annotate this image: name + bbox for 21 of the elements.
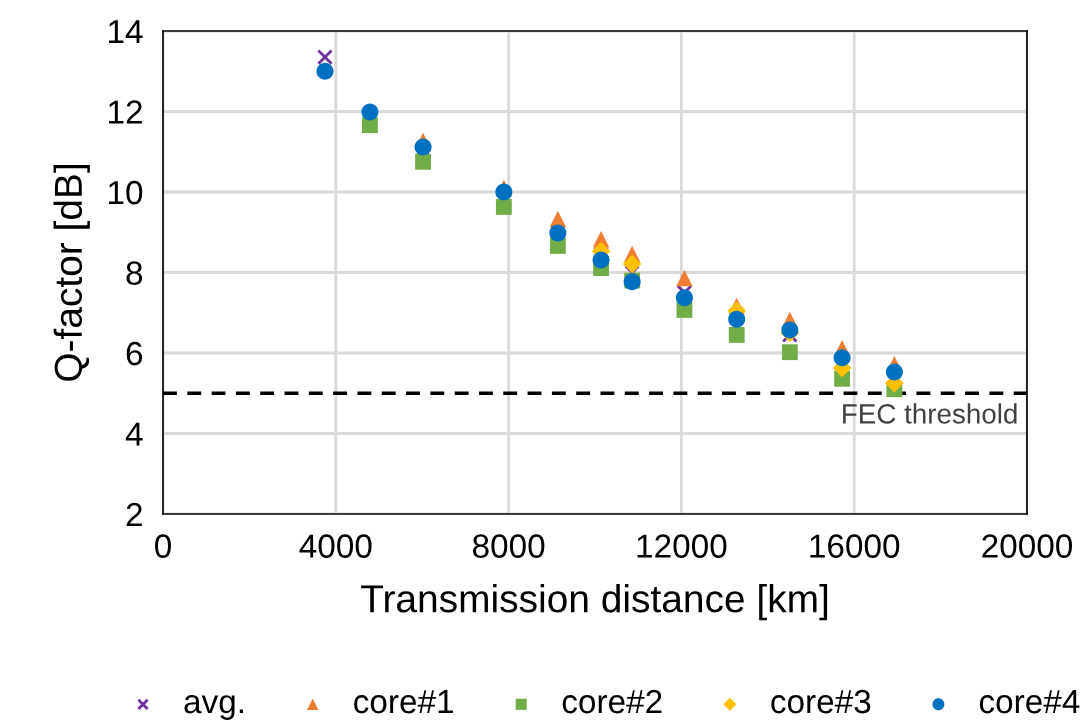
y-tick-label: 4 <box>125 422 143 446</box>
legend-label: core#2 <box>562 689 662 714</box>
x-tick-label: 20000 <box>982 534 1073 558</box>
y-tick-label: 2 <box>126 502 142 527</box>
y-tick-label: 12 <box>109 100 142 124</box>
x-axis-title: Transmission distance [km] <box>361 583 828 621</box>
y-axis-title: Q-factor [dB] <box>53 165 90 381</box>
legend-label: avg. <box>184 695 243 720</box>
legend-label: core#1 <box>354 690 453 714</box>
y-tick-label: 10 <box>109 180 143 205</box>
y-tick-label: 14 <box>109 20 143 44</box>
x-tick-label: 12000 <box>637 534 727 558</box>
x-tick-label: 4000 <box>299 534 372 558</box>
y-tick-label: 8 <box>126 261 143 285</box>
x-tick-label: 8000 <box>472 534 545 558</box>
x-tick-label: 16000 <box>810 534 900 558</box>
x-tick-label: 0 <box>155 534 171 558</box>
legend-label: core#3 <box>771 689 871 714</box>
ref-line-label: FEC threshold <box>843 403 1017 424</box>
legend-label: core#4 <box>979 690 1080 714</box>
y-tick-label: 6 <box>126 341 143 366</box>
